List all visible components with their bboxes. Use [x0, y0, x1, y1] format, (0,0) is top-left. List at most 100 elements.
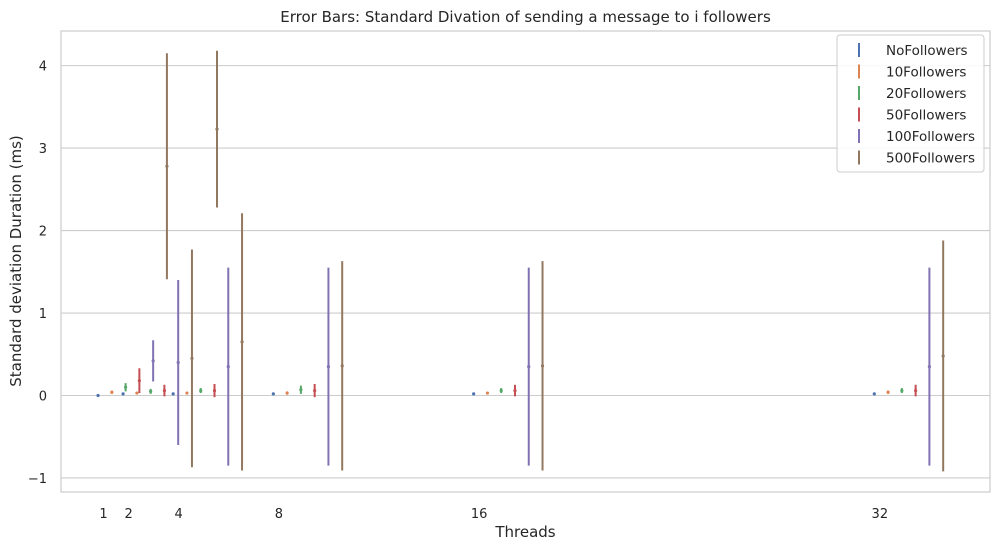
error-bar-NoFollowers — [171, 392, 175, 396]
legend-label: NoFollowers — [886, 43, 968, 59]
error-bar-20Followers — [299, 385, 303, 394]
error-bar-mean-point — [485, 391, 490, 395]
error-bar-mean-point — [900, 388, 904, 393]
error-bar-10Followers — [485, 391, 490, 395]
error-bar-mean-point — [176, 360, 180, 365]
error-bar-50Followers — [137, 368, 141, 394]
error-bar-500Followers — [165, 53, 169, 280]
error-bar-100Followers — [151, 340, 155, 382]
legend-item: 100Followers — [858, 129, 975, 145]
error-bar-50Followers — [162, 384, 167, 397]
y-tick-label: −1 — [28, 472, 47, 487]
error-bar-mean-point — [941, 354, 945, 358]
legend-item: 500Followers — [858, 150, 975, 167]
error-bar-mean-point — [215, 127, 219, 131]
x-tick-label: 8 — [275, 507, 283, 522]
plot-frame — [60, 30, 991, 493]
error-bar-mean-point — [326, 365, 331, 369]
x-tick-label: 2 — [124, 507, 132, 522]
y-tick-label: 0 — [39, 390, 47, 405]
error-bar-500Followers — [941, 240, 945, 472]
y-axis-label: Standard deviation Duration (ms) — [7, 135, 25, 387]
y-tick-labels: −1 0 1 2 3 4 — [28, 60, 47, 487]
error-bar-mean-point — [499, 388, 503, 393]
y-tick-label: 4 — [39, 60, 47, 75]
grid-lines — [61, 65, 990, 479]
error-bar-NoFollowers — [472, 392, 476, 396]
error-bar-50Followers — [212, 383, 217, 398]
error-bar-mean-point — [299, 388, 303, 392]
error-bar-500Followers — [340, 261, 344, 471]
error-bar-20Followers — [499, 388, 503, 394]
legend-label: 50Followers — [886, 108, 966, 124]
error-bar-mean-point — [190, 356, 194, 361]
error-bar-10Followers — [110, 390, 114, 394]
error-bar-50Followers — [513, 384, 517, 397]
error-bar-500Followers — [540, 261, 545, 471]
error-bar-20Followers — [124, 383, 128, 392]
error-bar-mean-point — [527, 365, 531, 369]
error-bar-500Followers — [215, 50, 219, 208]
error-bar-mean-point — [185, 391, 189, 395]
error-bar-10Followers — [135, 391, 139, 395]
y-tick-label: 3 — [39, 142, 47, 157]
error-bar-100Followers — [326, 267, 331, 466]
error-bar-mean-point — [886, 390, 890, 394]
y-tick-label: 2 — [39, 225, 47, 240]
error-bar-100Followers — [527, 267, 531, 466]
error-bar-10Followers — [185, 391, 189, 395]
error-bar-mean-point — [96, 393, 100, 398]
error-bar-mean-point — [271, 392, 275, 396]
error-bar-mean-point — [914, 388, 918, 393]
error-bar-mean-point — [121, 392, 125, 396]
error-bar-20Followers — [900, 388, 904, 394]
legend-label: 10Followers — [886, 65, 966, 81]
error-bar-mean-point — [313, 388, 317, 393]
legend-frame — [836, 34, 985, 173]
legend-label: 500Followers — [886, 151, 975, 167]
legend-label: 100Followers — [886, 129, 975, 145]
error-bar-mean-point — [124, 385, 128, 389]
error-bar-mean-point — [149, 389, 153, 393]
x-tick-label: 1 — [99, 507, 107, 522]
legend-item: NoFollowers — [858, 43, 968, 59]
error-bar-mean-point — [162, 388, 167, 393]
error-bar-mean-point — [540, 364, 545, 368]
error-bar-500Followers — [240, 213, 244, 471]
error-bar-10Followers — [285, 391, 289, 395]
error-bar-mean-point — [226, 365, 230, 369]
error-bar-mean-point — [165, 164, 169, 168]
chart-title: Error Bars: Standard Divation of sending… — [280, 8, 771, 26]
error-bar-mean-point — [137, 379, 141, 383]
error-bar-100Followers — [927, 267, 932, 466]
error-bar-mean-point — [171, 392, 175, 396]
legend-item: 50Followers — [858, 107, 966, 124]
x-tick-label: 32 — [872, 507, 889, 522]
error-bar-20Followers — [149, 388, 153, 394]
error-bars — [96, 50, 945, 472]
x-tick-labels: 1 2 4 8 16 32 — [99, 507, 888, 522]
error-bar-50Followers — [914, 384, 918, 397]
error-bar-50Followers — [313, 383, 317, 398]
error-bar-NoFollowers — [872, 392, 876, 396]
error-bar-NoFollowers — [271, 392, 275, 396]
error-bar-mean-point — [212, 388, 217, 393]
error-bar-10Followers — [886, 390, 890, 394]
error-bar-mean-point — [472, 392, 476, 396]
legend-item: 20Followers — [858, 86, 966, 102]
x-axis-label: Threads — [494, 523, 555, 541]
legend: NoFollowers 10Followers 20Followers 50Follo… — [836, 34, 985, 173]
error-bar-100Followers — [226, 267, 230, 466]
error-bar-mean-point — [199, 388, 203, 393]
x-tick-label: 4 — [175, 507, 183, 522]
error-bar-500Followers — [190, 249, 194, 468]
error-bar-mean-point — [340, 364, 344, 368]
error-bar-20Followers — [199, 388, 203, 394]
error-bar-mean-point — [872, 392, 876, 396]
error-bar-mean-point — [110, 390, 114, 394]
error-bar-mean-point — [513, 388, 517, 393]
error-bar-mean-point — [927, 365, 932, 369]
legend-label: 20Followers — [886, 86, 966, 102]
error-bar-mean-point — [240, 340, 244, 344]
